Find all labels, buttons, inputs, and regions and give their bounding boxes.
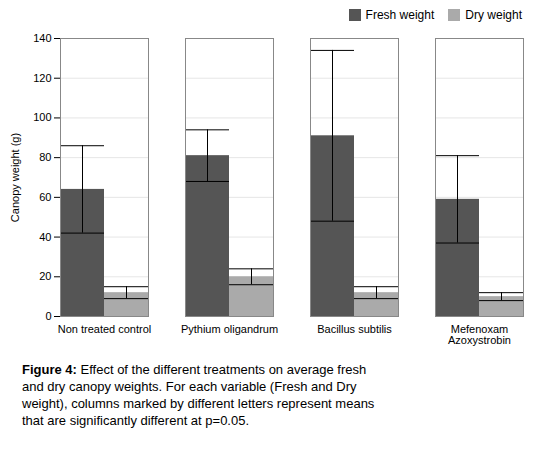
svg-text:40: 40 xyxy=(39,231,51,243)
svg-text:140: 140 xyxy=(33,32,51,44)
svg-text:Pythium oligandrum: Pythium oligandrum xyxy=(181,323,278,335)
svg-text:Canopy weight (g): Canopy weight (g) xyxy=(9,133,21,222)
svg-text:120: 120 xyxy=(33,72,51,84)
svg-text:MefenoxamAzoxystrobin: MefenoxamAzoxystrobin xyxy=(448,323,511,346)
svg-text:80: 80 xyxy=(39,151,51,163)
html-text:Dry weight: Dry weight xyxy=(465,8,522,22)
svg-text:0: 0 xyxy=(45,310,51,322)
svg-text:Non treated control: Non treated control xyxy=(58,323,152,335)
svg-text:60: 60 xyxy=(39,191,51,203)
html-text:Fresh weight: Fresh weight xyxy=(365,8,435,22)
svg-text:Bacillus subtilis: Bacillus subtilis xyxy=(317,323,392,335)
svg-text:100: 100 xyxy=(33,111,51,123)
svg-text:20: 20 xyxy=(39,270,51,282)
html-text:Figure 4: Effect of the differ: Figure 4: Effect of the different treatm… xyxy=(22,362,375,428)
